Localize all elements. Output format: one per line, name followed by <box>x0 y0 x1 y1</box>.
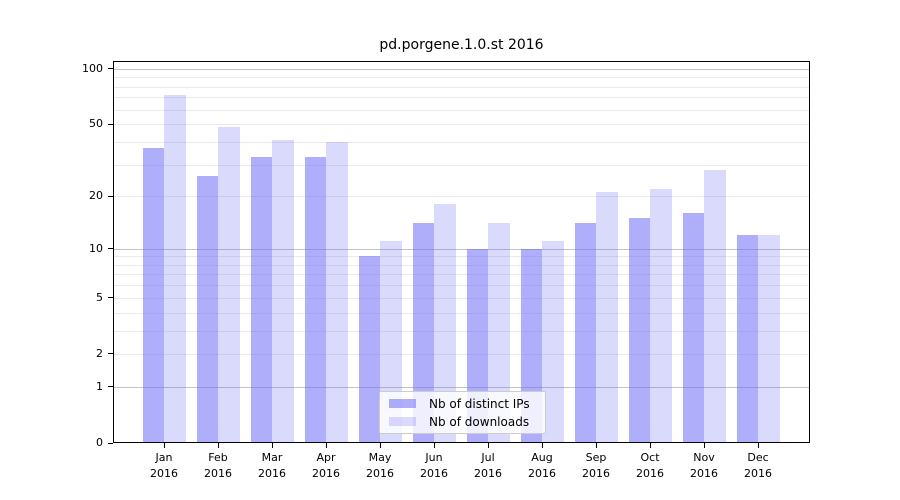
legend-label-distinct-ips: Nb of distinct IPs <box>429 396 530 411</box>
x-axis-tick-label: Aug 2016 <box>528 451 556 480</box>
bar-distinct-ips-may <box>358 256 380 443</box>
y-tick-mark <box>108 123 113 125</box>
x-tick-mark <box>488 443 489 448</box>
bar-distinct-ips-jan <box>142 147 164 443</box>
bar-downloads-feb <box>218 127 240 443</box>
x-axis-tick-label: Nov 2016 <box>690 451 718 480</box>
bar-distinct-ips-dec <box>736 235 758 443</box>
bar-downloads-dec <box>758 235 780 443</box>
minor-gridline <box>114 124 809 126</box>
bar-distinct-ips-apr <box>304 157 326 443</box>
minor-gridline <box>114 353 809 355</box>
major-gridline <box>114 386 809 388</box>
bar-downloads-jun <box>434 204 456 443</box>
minor-gridline <box>114 256 809 258</box>
y-tick-mark <box>108 442 113 444</box>
x-axis-tick-label: Jan 2016 <box>150 451 178 480</box>
minor-gridline <box>114 274 809 276</box>
bar-distinct-ips-oct <box>628 218 650 443</box>
x-tick-mark <box>758 443 759 448</box>
minor-gridline <box>114 330 809 332</box>
bar-downloads-nov <box>704 169 726 443</box>
y-tick-mark <box>108 353 113 355</box>
bar-downloads-oct <box>650 188 672 443</box>
x-axis-tick-label: Oct 2016 <box>636 451 664 480</box>
x-axis-tick-label: Dec 2016 <box>744 451 772 480</box>
x-tick-mark <box>596 443 597 448</box>
x-tick-mark <box>434 443 435 448</box>
x-axis-tick-label: Feb 2016 <box>204 451 232 480</box>
chart-title: pd.porgene.1.0.st 2016 <box>379 37 544 53</box>
y-tick-mark <box>108 248 113 249</box>
y-axis-tick-label: 10 <box>89 241 103 255</box>
x-axis-tick-label: May 2016 <box>366 451 394 480</box>
y-axis-tick-label: 2 <box>96 346 103 360</box>
x-tick-mark <box>272 443 273 448</box>
x-axis-tick-label: Jul 2016 <box>474 451 502 480</box>
x-tick-mark <box>650 443 651 448</box>
x-tick-mark <box>164 443 165 448</box>
minor-gridline <box>114 86 809 88</box>
minor-gridline <box>114 297 809 299</box>
minor-gridline <box>114 312 809 314</box>
y-axis-tick-label: 5 <box>96 290 103 304</box>
bar-downloads-jan <box>164 95 186 443</box>
bar-distinct-ips-nov <box>682 213 704 443</box>
minor-gridline <box>114 264 809 266</box>
bar-distinct-ips-mar <box>250 157 272 443</box>
x-axis-tick-label: Apr 2016 <box>312 451 340 480</box>
minor-gridline <box>114 97 809 99</box>
x-tick-mark <box>380 443 381 448</box>
y-tick-mark <box>108 195 113 197</box>
x-tick-mark <box>542 443 543 448</box>
y-axis-tick-label: 50 <box>89 117 103 131</box>
minor-gridline <box>114 109 809 111</box>
y-tick-mark <box>108 68 113 70</box>
bar-downloads-apr <box>326 141 348 443</box>
bar-distinct-ips-jun <box>412 223 434 443</box>
x-tick-mark <box>704 443 705 448</box>
chart-legend: Nb of distinct IPs Nb of downloads <box>379 391 546 434</box>
bar-distinct-ips-sep <box>574 223 596 443</box>
x-axis-tick-label: Mar 2016 <box>258 451 286 480</box>
x-axis-tick-label: Jun 2016 <box>420 451 448 480</box>
minor-gridline <box>114 196 809 198</box>
legend-item-downloads: Nb of downloads <box>387 415 538 429</box>
legend-label-downloads: Nb of downloads <box>429 414 530 429</box>
x-axis-tick-label: Sep 2016 <box>582 451 610 480</box>
y-axis-tick-label: 1 <box>96 379 103 393</box>
y-axis-tick-label: 0 <box>96 436 103 449</box>
minor-gridline <box>114 77 809 79</box>
legend-swatch-distinct-ips <box>389 399 416 408</box>
y-tick-mark <box>108 297 113 299</box>
y-tick-mark <box>108 386 113 388</box>
legend-item-distinct-ips: Nb of distinct IPs <box>387 397 538 411</box>
minor-gridline <box>114 141 809 143</box>
major-gridline <box>114 68 809 70</box>
bar-downloads-aug <box>542 241 564 443</box>
x-tick-mark <box>218 443 219 448</box>
minor-gridline <box>114 164 809 166</box>
major-gridline <box>114 248 809 250</box>
bar-downloads-jul <box>488 223 510 443</box>
y-axis-tick-label: 100 <box>82 61 103 75</box>
minor-gridline <box>114 285 809 287</box>
bar-distinct-ips-feb <box>196 175 218 443</box>
bar-downloads-mar <box>272 139 294 443</box>
legend-swatch-downloads <box>389 417 416 426</box>
y-axis-tick-label: 20 <box>89 189 103 203</box>
x-tick-mark <box>326 443 327 448</box>
bar-downloads-sep <box>596 192 618 443</box>
